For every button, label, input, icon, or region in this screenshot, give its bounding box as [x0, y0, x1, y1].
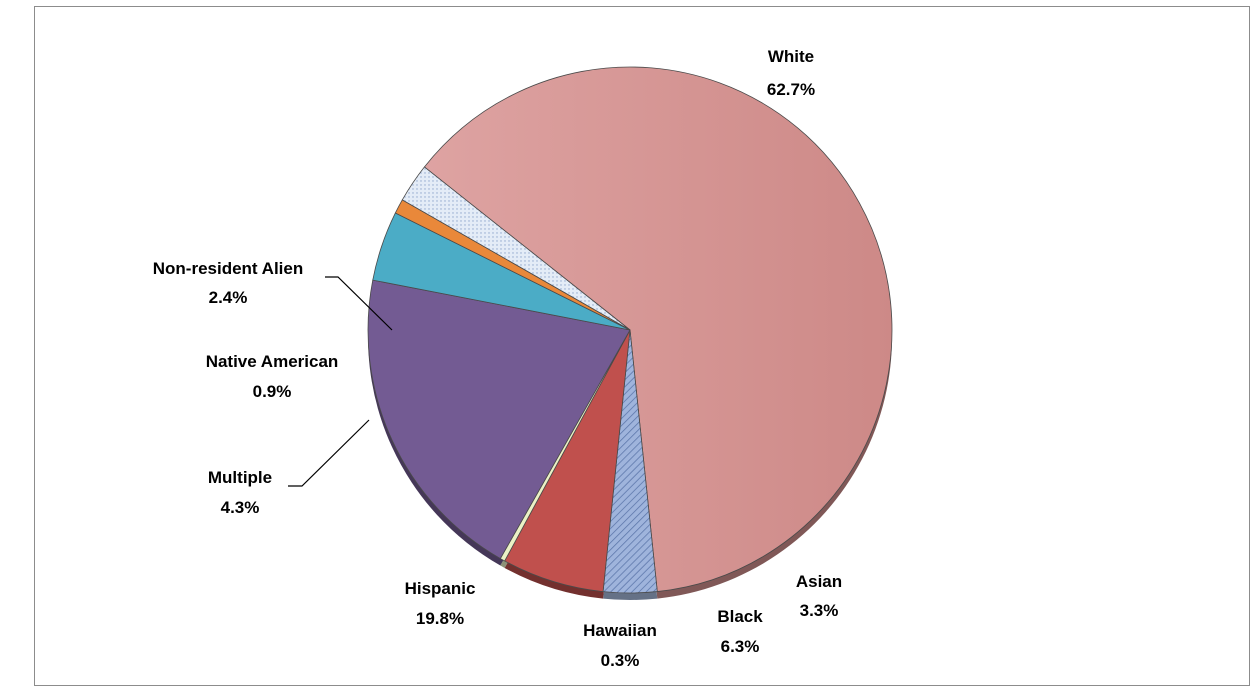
slice-label-native-american: Native American 0.9%	[206, 352, 339, 401]
pie-slice-non-resident-alien	[401, 166, 631, 331]
pie-slice-hispanic	[367, 279, 631, 560]
slice-label-name: Multiple	[208, 468, 272, 487]
data-labels: White 62.7% Asian 3.3% Black 6.3% Hawaii…	[153, 47, 842, 670]
slice-label-non-resident-alien: Non-resident Alien 2.4%	[153, 259, 304, 307]
leader-line-non-resident-alien	[325, 276, 393, 331]
pie-slices	[367, 66, 893, 594]
slice-label-black: Black 6.3%	[717, 607, 763, 656]
slice-label-name: Hispanic	[405, 579, 476, 598]
pie-slice-white	[423, 66, 893, 593]
slice-label-hawaiian: Hawaiian 0.3%	[583, 621, 657, 670]
slice-label-white: White 62.7%	[767, 47, 815, 99]
slice-label-name: Black	[717, 607, 763, 626]
slice-label-value: 2.4%	[209, 288, 248, 307]
slice-label-multiple: Multiple 4.3%	[208, 468, 272, 517]
leader-line-multiple	[288, 419, 370, 487]
slice-label-value: 3.3%	[800, 601, 839, 620]
slice-label-name: Non-resident Alien	[153, 259, 304, 278]
slice-label-name: Asian	[796, 572, 842, 591]
slice-label-value: 62.7%	[767, 80, 815, 99]
slice-label-value: 4.3%	[221, 498, 260, 517]
slice-label-name: Native American	[206, 352, 339, 371]
slice-label-value: 0.3%	[601, 651, 640, 670]
slice-label-hispanic: Hispanic 19.8%	[405, 579, 476, 628]
slice-label-value: 0.9%	[253, 382, 292, 401]
slice-label-asian: Asian 3.3%	[796, 572, 842, 620]
slice-label-name: Hawaiian	[583, 621, 657, 640]
slice-label-value: 6.3%	[721, 637, 760, 656]
slice-label-value: 19.8%	[416, 609, 464, 628]
leader-lines	[288, 276, 393, 487]
slice-label-name: White	[768, 47, 814, 66]
